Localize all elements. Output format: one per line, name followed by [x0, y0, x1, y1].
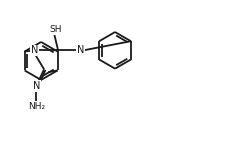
Text: SH: SH [49, 25, 61, 34]
Text: N: N [33, 81, 40, 91]
Text: NH₂: NH₂ [28, 102, 45, 111]
Text: N: N [77, 45, 84, 55]
Text: N: N [31, 45, 38, 55]
